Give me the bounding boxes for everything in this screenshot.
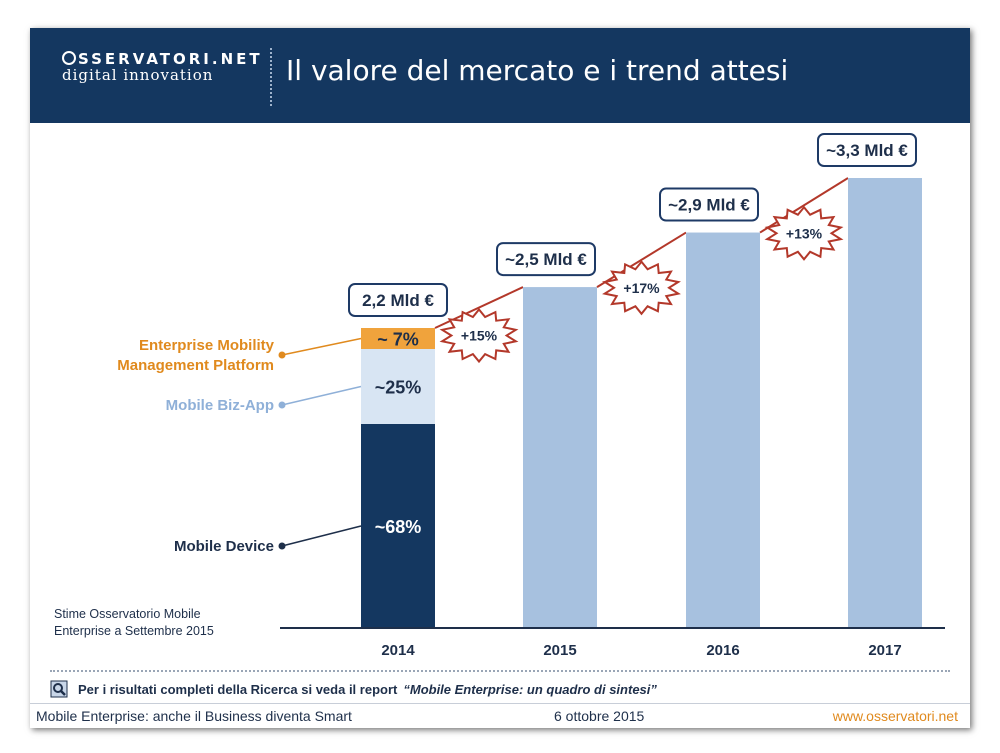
header-bar: SSERVATORI.NET digital innovation Il val… bbox=[30, 28, 970, 123]
segment-label: ~25% bbox=[375, 378, 422, 398]
logo-tagline: digital innovation bbox=[62, 66, 214, 84]
x-tick-label: 2014 bbox=[381, 642, 415, 659]
footer-date: 6 ottobre 2015 bbox=[554, 708, 645, 724]
report-title[interactable]: “Mobile Enterprise: un quadro di sintesi… bbox=[403, 681, 657, 697]
footer: Mobile Enterprise: anche il Business div… bbox=[30, 703, 970, 729]
segment-label: ~ 7% bbox=[377, 330, 419, 350]
footer-title: Mobile Enterprise: anche il Business div… bbox=[36, 708, 352, 724]
logo: SSERVATORI.NET digital innovation bbox=[62, 50, 263, 84]
legend-connector bbox=[281, 337, 362, 356]
value-text: ~2,9 Mld € bbox=[668, 196, 750, 215]
report-reference: Per i risultati completi della Ricerca s… bbox=[50, 678, 657, 700]
bar-2017 bbox=[848, 178, 922, 628]
growth-line-segment bbox=[596, 231, 687, 288]
market-chart: ~68% ~25% ~ 7% 2014 2015 2016 2017 +15% +17% +1… bbox=[117, 133, 945, 659]
starburst-shape bbox=[602, 260, 681, 316]
legend-connector bbox=[281, 385, 362, 406]
value-text: ~2,5 Mld € bbox=[505, 250, 587, 269]
dotted-divider bbox=[50, 670, 950, 672]
legend-item: Mobile Device bbox=[174, 525, 362, 555]
x-tick-label: 2016 bbox=[706, 642, 739, 659]
report-text: Per i risultati completi della Ricerca s… bbox=[78, 681, 398, 697]
value-label-2017: ~3,3 Mld € bbox=[817, 133, 917, 167]
key-icon bbox=[62, 51, 76, 65]
bar-2014-segment-2 bbox=[361, 349, 435, 424]
legend-connector bbox=[281, 525, 362, 547]
page-title: Il valore del mercato e i trend attesi bbox=[286, 54, 789, 87]
x-tick-label: 2015 bbox=[543, 642, 576, 659]
slide: SSERVATORI.NET digital innovation Il val… bbox=[30, 28, 970, 728]
starburst-shape bbox=[439, 307, 519, 364]
growth-badge-2: +17% bbox=[602, 260, 681, 316]
value-box bbox=[348, 283, 448, 317]
header-divider bbox=[270, 48, 272, 106]
bar-2016 bbox=[686, 232, 760, 628]
magnifier-icon bbox=[50, 680, 68, 698]
growth-line-segment bbox=[759, 177, 849, 234]
legend-item: Enterprise Mobility Management Platform bbox=[117, 337, 362, 374]
legend-label: Enterprise Mobility bbox=[139, 337, 275, 354]
value-box bbox=[659, 187, 759, 222]
x-tick-label: 2017 bbox=[868, 642, 901, 659]
legend-label: Mobile Biz-App bbox=[166, 397, 274, 414]
value-label-2016: ~2,9 Mld € bbox=[659, 187, 759, 222]
growth-text: +17% bbox=[623, 280, 660, 296]
segment-label: ~68% bbox=[375, 517, 422, 537]
source-line-1: Stime Osservatorio Mobile bbox=[54, 607, 201, 621]
growth-text: +13% bbox=[786, 225, 823, 241]
footer-website-link[interactable]: www.osservatori.net bbox=[832, 708, 958, 724]
legend-label: Mobile Device bbox=[174, 538, 274, 555]
value-label-2014: 2,2 Mld € bbox=[348, 283, 448, 317]
growth-text: +15% bbox=[461, 328, 498, 344]
bar-2014-segment-3 bbox=[361, 328, 435, 349]
source-note: Stime Osservatorio Mobile Enterprise a S… bbox=[54, 606, 274, 640]
value-label-2015: ~2,5 Mld € bbox=[496, 242, 596, 277]
value-text: 2,2 Mld € bbox=[362, 291, 434, 310]
value-box bbox=[496, 242, 596, 277]
bar-2014-segment-1 bbox=[361, 424, 435, 628]
value-box bbox=[817, 133, 917, 167]
logo-top-text: SSERVATORI.NET bbox=[78, 50, 263, 68]
legend-item: Mobile Biz-App bbox=[166, 385, 362, 414]
starburst-shape bbox=[764, 205, 844, 261]
growth-badge-1: +15% bbox=[439, 307, 519, 364]
source-line-2: Enterprise a Settembre 2015 bbox=[54, 624, 214, 638]
bar-2015 bbox=[523, 287, 597, 628]
growth-badge-3: +13% bbox=[764, 205, 844, 261]
legend-label: Management Platform bbox=[117, 357, 274, 374]
value-text: ~3,3 Mld € bbox=[826, 141, 908, 160]
